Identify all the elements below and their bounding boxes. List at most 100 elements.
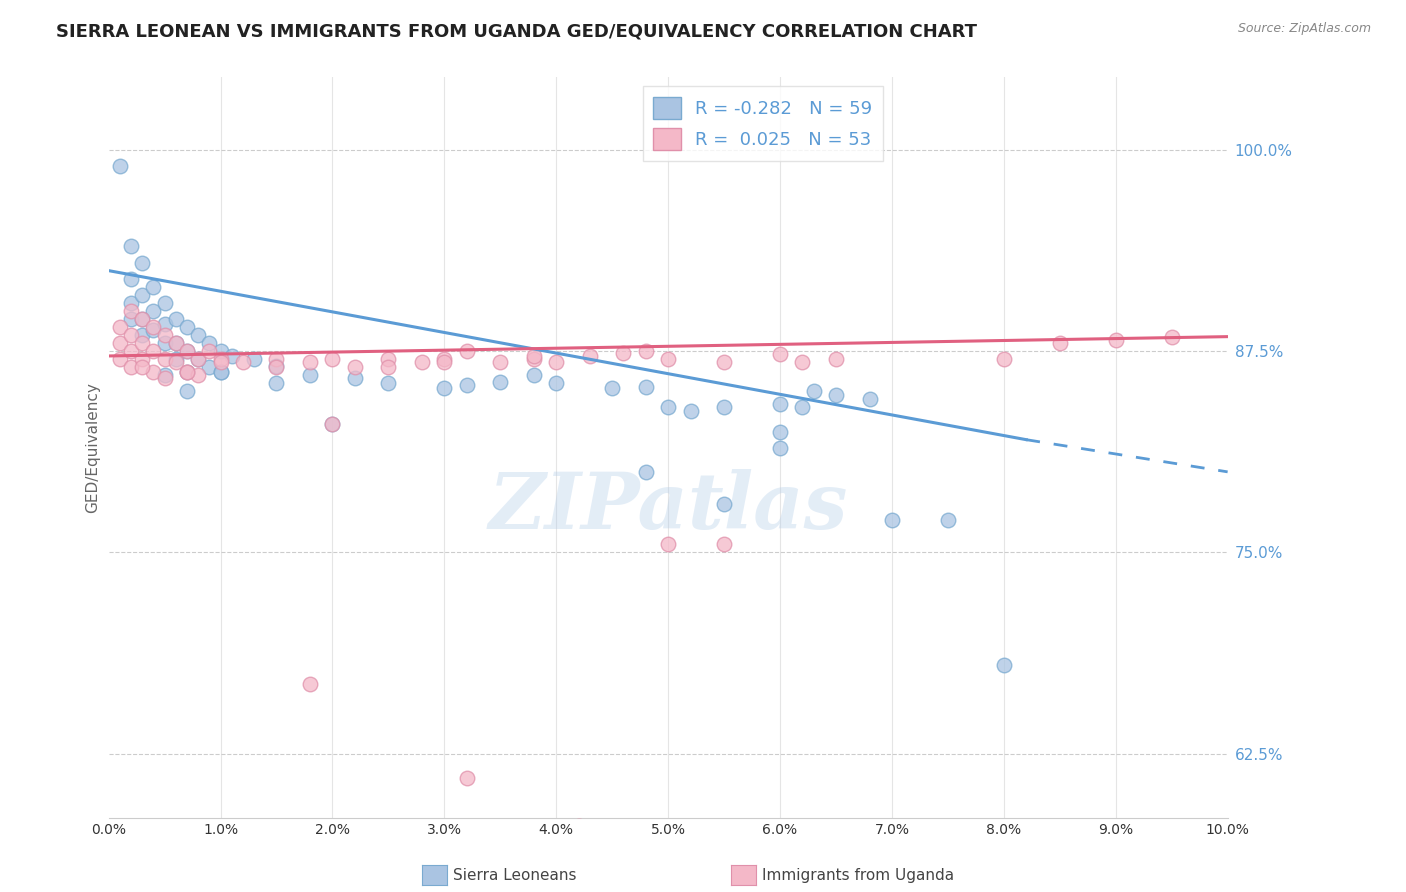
- Point: [568, 819, 591, 833]
- Point: [176, 344, 198, 359]
- Point: [377, 376, 399, 391]
- Point: [1049, 336, 1071, 351]
- Point: [142, 365, 165, 379]
- Point: [153, 317, 176, 331]
- Point: [120, 295, 142, 310]
- Point: [880, 513, 903, 527]
- Point: [433, 352, 456, 367]
- Point: [343, 371, 366, 385]
- Point: [858, 392, 880, 407]
- Point: [321, 352, 343, 367]
- Point: [993, 658, 1015, 673]
- Point: [523, 352, 546, 367]
- Point: [936, 513, 959, 527]
- Point: [321, 417, 343, 431]
- Point: [153, 368, 176, 383]
- Point: [153, 371, 176, 385]
- Point: [456, 378, 478, 392]
- Point: [612, 345, 634, 359]
- Point: [108, 159, 131, 173]
- Point: [433, 355, 456, 369]
- Point: [634, 344, 657, 359]
- Point: [634, 465, 657, 479]
- Point: [131, 328, 153, 343]
- Point: [679, 403, 702, 417]
- Point: [176, 320, 198, 334]
- Point: [209, 355, 232, 369]
- Point: [657, 401, 679, 415]
- Point: [299, 355, 322, 369]
- Point: [713, 497, 735, 511]
- Point: [657, 352, 679, 367]
- Point: [634, 379, 657, 393]
- Legend: R = -0.282   N = 59, R =  0.025   N = 53: R = -0.282 N = 59, R = 0.025 N = 53: [643, 87, 883, 161]
- Point: [142, 304, 165, 318]
- Point: [232, 355, 254, 369]
- Point: [1105, 333, 1128, 347]
- Point: [165, 336, 187, 351]
- Point: [187, 368, 209, 383]
- Point: [120, 344, 142, 359]
- Point: [120, 271, 142, 285]
- Point: [523, 368, 546, 383]
- Point: [456, 771, 478, 785]
- Point: [165, 352, 187, 367]
- Point: [657, 537, 679, 551]
- Point: [176, 365, 198, 379]
- Point: [131, 352, 153, 367]
- Point: [131, 312, 153, 326]
- Point: [792, 401, 814, 415]
- Text: Sierra Leoneans: Sierra Leoneans: [453, 868, 576, 882]
- Point: [198, 336, 221, 351]
- Point: [120, 239, 142, 253]
- Point: [142, 344, 165, 359]
- Point: [142, 323, 165, 337]
- Point: [299, 677, 322, 691]
- Point: [131, 287, 153, 301]
- Point: [187, 352, 209, 367]
- Point: [142, 279, 165, 293]
- Text: ZIPatlas: ZIPatlas: [488, 468, 848, 545]
- Point: [546, 376, 568, 391]
- Point: [600, 381, 623, 395]
- Point: [176, 344, 198, 359]
- Point: [489, 375, 512, 389]
- Point: [165, 336, 187, 351]
- Point: [142, 320, 165, 334]
- Point: [131, 255, 153, 269]
- Text: Source: ZipAtlas.com: Source: ZipAtlas.com: [1237, 22, 1371, 36]
- Point: [187, 352, 209, 367]
- Point: [131, 336, 153, 351]
- Point: [209, 365, 232, 379]
- Point: [131, 360, 153, 375]
- Point: [176, 384, 198, 399]
- Point: [769, 441, 792, 455]
- Point: [546, 355, 568, 369]
- Point: [209, 365, 232, 379]
- Point: [120, 328, 142, 343]
- Point: [489, 355, 512, 369]
- Point: [243, 352, 266, 367]
- Point: [176, 365, 198, 379]
- Point: [221, 349, 243, 363]
- Point: [153, 295, 176, 310]
- Point: [153, 352, 176, 367]
- Point: [120, 360, 142, 375]
- Point: [321, 417, 343, 431]
- Point: [108, 336, 131, 351]
- Point: [266, 352, 288, 367]
- Point: [578, 349, 600, 363]
- Text: Immigrants from Uganda: Immigrants from Uganda: [762, 868, 955, 882]
- Point: [299, 368, 322, 383]
- Point: [713, 537, 735, 551]
- Point: [187, 328, 209, 343]
- Point: [209, 352, 232, 367]
- Point: [266, 376, 288, 391]
- Point: [713, 401, 735, 415]
- Point: [165, 312, 187, 326]
- Point: [153, 328, 176, 343]
- Point: [769, 397, 792, 411]
- Y-axis label: GED/Equivalency: GED/Equivalency: [86, 383, 100, 513]
- Point: [266, 360, 288, 375]
- Point: [153, 336, 176, 351]
